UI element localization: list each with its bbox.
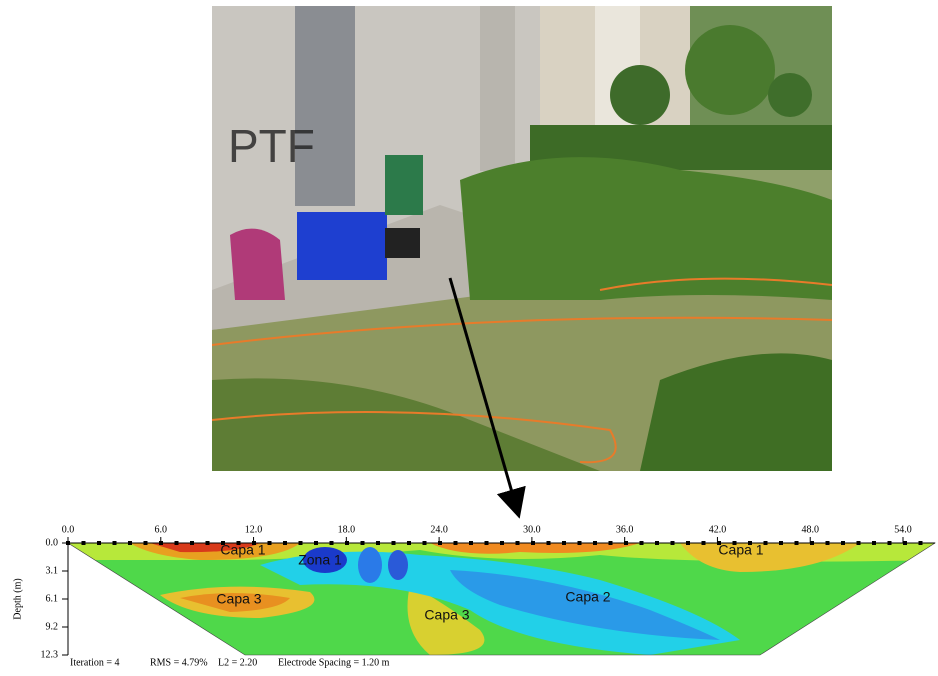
- electrode: [391, 541, 396, 545]
- electrode: [856, 541, 861, 545]
- x-tick-label: 42.0: [709, 524, 727, 535]
- arrow: [448, 277, 526, 519]
- x-tick-label: 54.0: [894, 524, 912, 535]
- electrode: [329, 541, 334, 545]
- electrode: [577, 541, 582, 545]
- electrode: [639, 541, 644, 545]
- electrode: [174, 541, 179, 545]
- electrode: [422, 541, 427, 545]
- electrode: [655, 541, 659, 545]
- electrode: [748, 541, 752, 545]
- electrode: [732, 541, 737, 545]
- x-tick-label: 36.0: [616, 524, 634, 535]
- footer-text: RMS = 4.79%: [150, 657, 208, 668]
- electrode: [810, 541, 814, 545]
- x-tick-label: 18.0: [338, 524, 356, 535]
- electrode: [221, 541, 225, 545]
- electrode: [779, 541, 783, 545]
- electrode: [701, 541, 706, 545]
- electrode: [407, 541, 411, 545]
- electrode: [825, 541, 830, 545]
- site-photo: PTF: [212, 6, 832, 471]
- electrode: [438, 541, 442, 545]
- x-tick-label: 6.0: [155, 524, 168, 535]
- electrode: [887, 541, 892, 545]
- electrode: [763, 541, 768, 545]
- electrode: [624, 541, 628, 545]
- electrode: [236, 541, 241, 545]
- x-tick-label: 12.0: [245, 524, 263, 535]
- electrode: [469, 541, 473, 545]
- electrode: [453, 541, 458, 545]
- electrode: [205, 541, 210, 545]
- electrode: [267, 541, 272, 545]
- electrode: [903, 541, 907, 545]
- electrode: [112, 541, 117, 545]
- electrode: [841, 541, 845, 545]
- electrode: [531, 541, 535, 545]
- electrode: [484, 541, 489, 545]
- electrode: [97, 541, 101, 545]
- x-tick-label: 30.0: [523, 524, 541, 535]
- region-label: Zona 1: [298, 552, 342, 568]
- footer-text: Electrode Spacing = 1.20 m: [278, 657, 390, 668]
- electrode: [298, 541, 303, 545]
- electrode: [190, 541, 194, 545]
- electrode: [128, 541, 132, 545]
- region-label: Capa 3: [216, 591, 261, 607]
- region-label: Capa 1: [220, 542, 265, 558]
- electrode: [562, 541, 566, 545]
- y-tick-label: 6.1: [46, 593, 59, 604]
- electrode: [593, 541, 597, 545]
- electrode: [345, 541, 349, 545]
- electrode: [81, 541, 86, 545]
- x-tick-label: 24.0: [430, 524, 448, 535]
- x-tick-label: 48.0: [801, 524, 819, 535]
- region-label: Capa 1: [718, 542, 763, 558]
- electrode: [143, 541, 148, 545]
- x-tick-label: 0.0: [62, 524, 75, 535]
- region-label: Capa 3: [424, 607, 469, 623]
- region-label: Capa 2: [565, 589, 610, 605]
- electrode: [546, 541, 551, 545]
- electrode: [670, 541, 675, 545]
- svg-text:PTF: PTF: [228, 120, 315, 172]
- electrode: [717, 541, 721, 545]
- electrode: [794, 541, 799, 545]
- electrode: [314, 541, 318, 545]
- electrode: [918, 541, 923, 545]
- resistivity-section: [68, 543, 935, 655]
- y-tick-label: 3.1: [46, 565, 59, 576]
- footer-text: L2 = 2.20: [218, 657, 257, 668]
- electrode: [872, 541, 876, 545]
- electrode: [608, 541, 613, 545]
- electrode: [500, 541, 504, 545]
- electrode: [515, 541, 520, 545]
- y-tick-label: 12.3: [41, 649, 59, 660]
- electrode: [376, 541, 380, 545]
- electrode: [686, 541, 690, 545]
- footer-text: Iteration = 4: [70, 657, 120, 668]
- y-tick-label: 0.0: [46, 537, 59, 548]
- electrode: [360, 541, 365, 545]
- depth-title: Depth (m): [12, 578, 23, 619]
- y-tick-label: 9.2: [46, 621, 59, 632]
- electrode: [283, 541, 287, 545]
